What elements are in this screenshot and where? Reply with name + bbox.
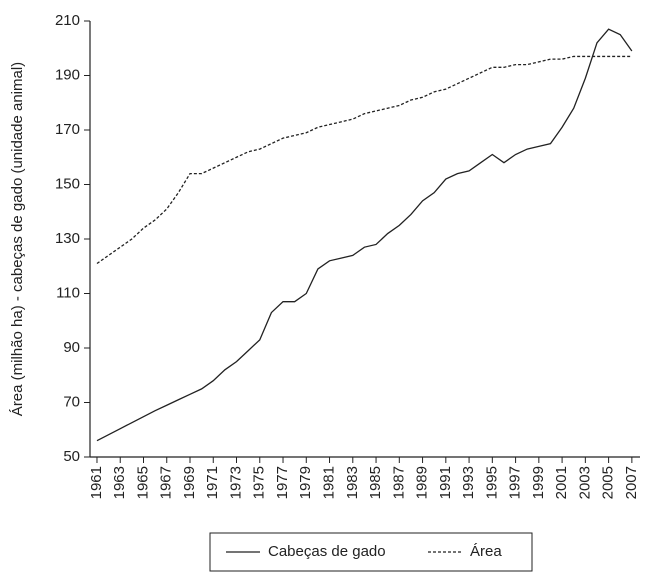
- x-tick-label: 1971: [204, 466, 221, 499]
- x-tick-label: 2005: [600, 466, 617, 499]
- x-tick-label: 1999: [530, 466, 547, 499]
- x-tick-label: 1977: [274, 466, 291, 499]
- y-tick-label: 170: [55, 121, 80, 138]
- x-tick-label: 1987: [390, 466, 407, 499]
- x-tick-label: 1981: [321, 466, 338, 499]
- x-tick-label: 2007: [623, 466, 640, 499]
- x-tick-label: 1963: [111, 466, 128, 499]
- x-tick-label: 1989: [414, 466, 431, 499]
- x-tick-label: 1975: [251, 466, 268, 499]
- y-tick-label: 70: [63, 393, 80, 410]
- x-tick-label: 1973: [227, 466, 244, 499]
- legend-label: Área: [470, 543, 502, 560]
- x-tick-label: 1979: [297, 466, 314, 499]
- series-line: [96, 55, 632, 265]
- x-tick-label: 1993: [460, 466, 477, 499]
- x-tick-label: 1965: [134, 466, 151, 499]
- x-tick-label: 1991: [437, 466, 454, 499]
- x-tick-label: 1983: [344, 466, 361, 499]
- y-tick-label: 210: [55, 12, 80, 29]
- x-tick-label: 1997: [507, 466, 524, 499]
- y-tick-label: 130: [55, 230, 80, 247]
- x-tick-label: 2003: [576, 466, 593, 499]
- y-axis-label: Área (milhão ha) - cabeças de gado (unid…: [9, 62, 26, 416]
- y-tick-label: 190: [55, 66, 80, 83]
- y-tick-label: 110: [56, 284, 80, 301]
- y-tick-label: 150: [55, 175, 80, 192]
- legend-label: Cabeças de gado: [268, 543, 386, 560]
- y-tick-label: 50: [63, 448, 80, 465]
- x-tick-label: 1995: [483, 466, 500, 499]
- x-tick-label: 1969: [181, 466, 198, 499]
- x-tick-label: 1961: [88, 466, 105, 499]
- x-tick-label: 1967: [158, 466, 175, 499]
- legend-box: [209, 532, 533, 572]
- x-tick-label: 2001: [553, 466, 570, 499]
- series-line: [96, 28, 633, 442]
- x-tick-label: 1985: [367, 466, 384, 499]
- y-tick-label: 90: [63, 339, 80, 356]
